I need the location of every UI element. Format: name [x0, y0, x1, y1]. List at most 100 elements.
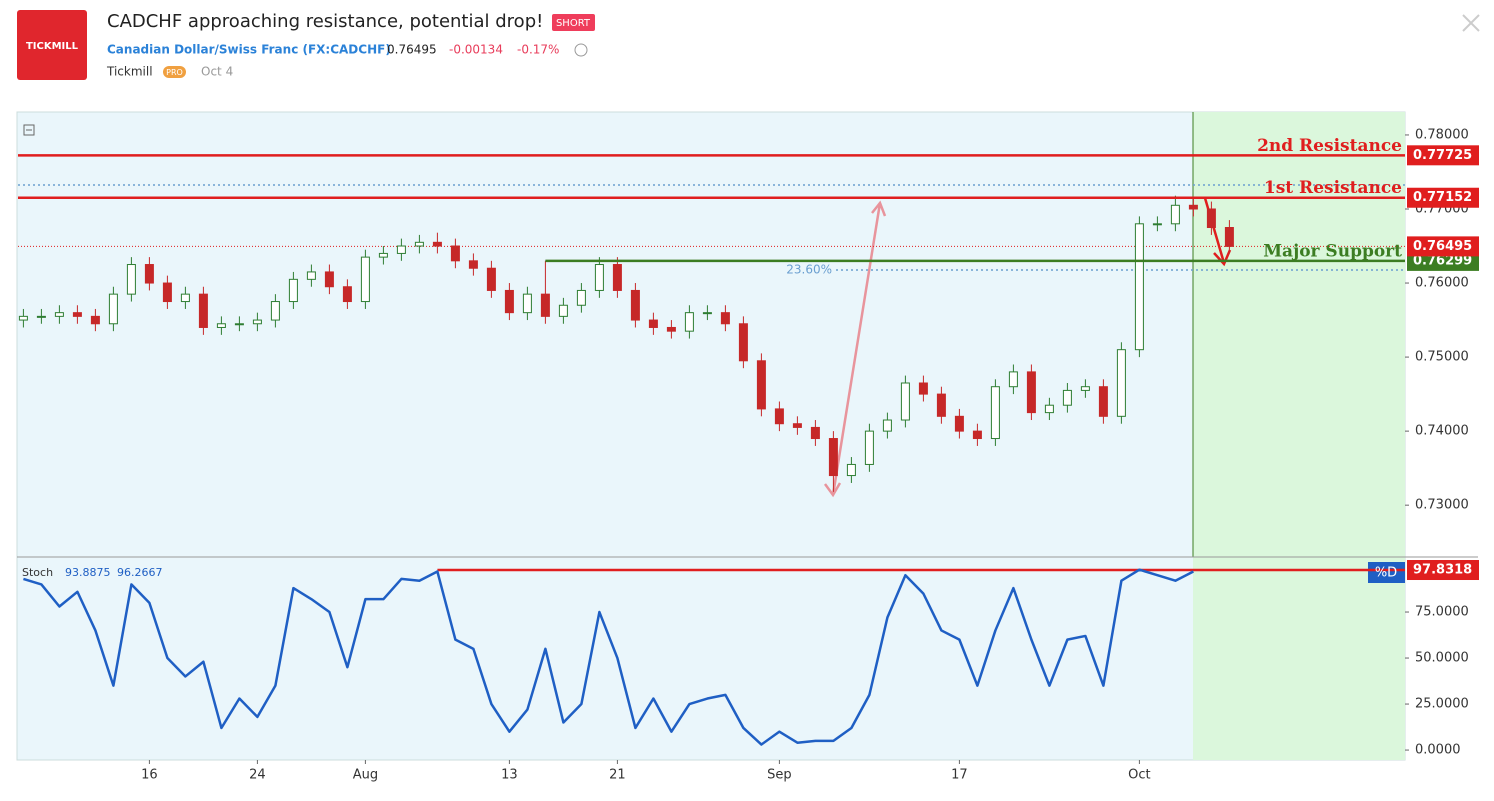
candle-body: [1170, 204, 1180, 225]
collapse-button[interactable]: [23, 124, 35, 136]
price-tag-label: 0.76299: [1413, 253, 1472, 268]
candle-body: [594, 264, 604, 291]
candle-body: [1098, 386, 1108, 417]
indicator-d: 96.2667: [117, 566, 163, 579]
price-change: -0.00134: [449, 43, 503, 57]
level-name: 2nd Resistance: [1257, 136, 1402, 156]
candle-body: [792, 423, 802, 428]
x-tick-label: 24: [249, 768, 266, 783]
x-tick-label: Aug: [353, 768, 378, 783]
stoch-line: [23, 568, 1194, 746]
candle-body: [1080, 386, 1090, 391]
candle-body: [108, 293, 118, 325]
forecast-zone: [1193, 112, 1405, 760]
candle-body: [1008, 371, 1018, 388]
candle-body: [864, 430, 874, 465]
idea-title: CADCHF approaching resistance, potential…: [107, 11, 543, 32]
candle-body: [1062, 389, 1072, 406]
candle-body: [360, 256, 370, 303]
price-tag: [1407, 187, 1479, 208]
candle-body: [900, 382, 910, 421]
pro-badge: [163, 66, 186, 78]
candle-body: [558, 304, 568, 317]
price-tag: [1407, 236, 1479, 257]
candle-body: [432, 241, 442, 247]
price-tag: [1407, 560, 1479, 581]
y-tick-label: 0.76000: [1415, 276, 1469, 291]
alert-icon[interactable]: [574, 43, 588, 57]
candle-body: [1134, 223, 1144, 351]
y-tick-label: 25.0000: [1415, 697, 1469, 712]
price-tag-label: 97.8318: [1413, 563, 1472, 578]
candle-body: [576, 289, 586, 306]
candle-body: [648, 319, 658, 328]
candle-body: [1152, 223, 1162, 226]
indicator-name: Stoch: [22, 566, 53, 579]
price-tag-label: 0.76495: [1413, 239, 1472, 254]
x-tick-label: Oct: [1128, 768, 1150, 783]
projection-arrow-heads: [823, 200, 887, 498]
logo: [17, 10, 87, 80]
fib-label: 23.60%: [786, 263, 832, 277]
candle-body: [990, 386, 1000, 440]
candle-body: [630, 289, 640, 321]
candle-body: [36, 315, 46, 318]
candle-body: [126, 264, 136, 295]
candle-body: [324, 271, 334, 288]
x-tick-label: 16: [141, 768, 158, 783]
symbol-link[interactable]: Canadian Dollar/Swiss Franc (FX:CADCHF): [107, 43, 391, 57]
candle-body: [1116, 349, 1126, 417]
candle-body: [72, 312, 82, 317]
candle-body: [234, 323, 244, 326]
candle-body: [1224, 227, 1234, 247]
projection-arrow: [831, 202, 882, 496]
price-change-pct: -0.17%: [517, 43, 559, 57]
candle-body: [180, 293, 190, 303]
candle-body: [252, 319, 262, 325]
candle-body: [504, 289, 514, 314]
drop-arrow-head: [1213, 249, 1232, 267]
price-tag-label: 0.77725: [1413, 148, 1472, 163]
publish-date: Oct 4: [201, 65, 233, 79]
candle-body: [1026, 371, 1036, 414]
author[interactable]: Tickmill: [106, 65, 153, 79]
candle-body: [720, 312, 730, 325]
level-name: Major Support: [1263, 241, 1402, 261]
logo-text: TICKMILL: [26, 41, 79, 52]
candle-body: [936, 393, 946, 417]
level-name: 1st Resistance: [1264, 178, 1402, 198]
candle-body: [882, 419, 892, 432]
candle-body: [288, 278, 298, 303]
candle-body: [18, 315, 28, 321]
x-tick-label: 21: [609, 768, 626, 783]
candle-body: [198, 293, 208, 328]
candle-body: [540, 293, 550, 317]
candle-body: [756, 360, 766, 410]
candle-body: [468, 260, 478, 269]
candle-body: [270, 301, 280, 321]
pro-badge-text: PRO: [166, 68, 183, 77]
short-badge: [552, 14, 595, 31]
close-button[interactable]: [1462, 14, 1480, 32]
x-tick-label: Sep: [767, 768, 792, 783]
y-tick-label: 50.0000: [1415, 651, 1469, 666]
candle-body: [972, 430, 982, 440]
price-tag: [1407, 145, 1479, 166]
short-badge-text: SHORT: [556, 18, 591, 29]
candle-body: [216, 323, 226, 328]
candle-body: [774, 408, 784, 425]
candle-body: [486, 267, 496, 291]
candle-body: [702, 312, 712, 315]
candle-body: [522, 293, 532, 314]
d-tag: [1368, 562, 1405, 583]
candle-body: [666, 326, 676, 332]
y-tick-label: 0.73000: [1415, 498, 1469, 513]
y-tick-label: 0.75000: [1415, 350, 1469, 365]
candle-body: [1044, 404, 1054, 414]
y-tick-label: 0.74000: [1415, 424, 1469, 439]
candle-body: [738, 323, 748, 362]
candle-body: [144, 264, 154, 284]
y-tick-label: 0.78000: [1415, 127, 1469, 142]
